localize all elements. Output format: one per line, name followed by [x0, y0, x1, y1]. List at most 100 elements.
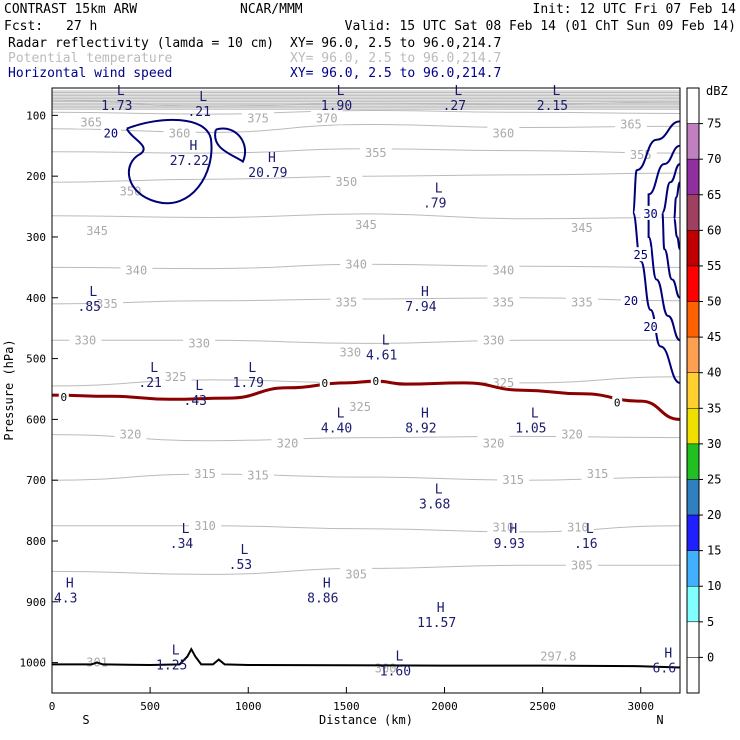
colorbar-level-label: 65: [707, 188, 721, 202]
colorbar-swatch: [686, 514, 700, 551]
theta-contour-330: [51, 339, 680, 344]
extremum-value: 9.93: [494, 537, 525, 552]
extremum-value: .16: [574, 537, 597, 552]
extremum-value: .53: [229, 558, 252, 573]
theta-label: 310: [194, 519, 216, 533]
theta-label: 365: [80, 116, 102, 130]
extremum-low-letter: L: [117, 84, 125, 99]
extremum-value: 2.15: [537, 99, 568, 114]
theta-label: 365: [620, 117, 642, 131]
colorbar-level-label: 35: [707, 401, 721, 415]
colorbar-swatch: [686, 621, 700, 658]
colorbar-level-label: 75: [707, 117, 721, 131]
extremum-low-letter: L: [182, 522, 190, 537]
colorbar-swatch: [686, 194, 700, 231]
extremum-low-letter: L: [89, 285, 97, 300]
theta-label-background: [487, 125, 520, 140]
theta-label-background: [183, 335, 216, 350]
theta-label: 330: [75, 333, 97, 347]
x-tick-label: 2000: [431, 700, 458, 713]
colorbar-level-label: 60: [707, 223, 721, 237]
zero-label-background: [612, 396, 623, 409]
theta-label: 330: [339, 345, 361, 359]
wind-contour-jet-secondary: [214, 127, 246, 164]
theta-contour-345: [51, 213, 681, 220]
theta-label: 350: [336, 175, 358, 189]
extremum-value: 11.57: [417, 616, 456, 631]
theta-label-background: [614, 116, 647, 131]
extremum-value: 1.25: [156, 659, 187, 674]
theta-label: 350: [120, 184, 142, 198]
extremum-value: 4.3: [54, 592, 77, 607]
colorbar-swatch: [686, 372, 700, 409]
theta-label-background: [565, 294, 598, 309]
wind-contour-right-0: [631, 120, 681, 384]
theta-label: 320: [483, 437, 505, 451]
extremum-low-letter: L: [553, 84, 561, 99]
colorbar-swatch: [686, 123, 700, 160]
y-tick-label: 600: [26, 413, 46, 426]
colorbar-swatch: [686, 443, 700, 480]
colorbar-level-label: 50: [707, 295, 721, 309]
extremum-low-letter: L: [240, 543, 248, 558]
extremum-low-letter: L: [337, 406, 345, 421]
zero-reflectivity-contour: 0 0 0 0: [51, 375, 681, 421]
theta-label-background: [330, 294, 363, 309]
wind-label-background: [620, 292, 641, 307]
colorbar-swatch: [686, 230, 700, 267]
y-axis-title: Pressure (hPa): [2, 339, 16, 440]
zero-label-background: [58, 390, 69, 403]
theta-label-background: [477, 435, 510, 450]
theta-label: 335: [493, 296, 515, 310]
zero-label-background: [319, 376, 330, 389]
theta-contour-360: [51, 123, 681, 133]
field-xy-theta: XY= 96.0, 2.5 to 96.0,214.7: [290, 51, 501, 66]
extremum-low-letter: L: [337, 84, 345, 99]
extremum-value: .85: [78, 300, 101, 315]
theta-label-background: [350, 216, 382, 231]
field-name-reflectivity: Radar reflectivity (lamda = 10 cm): [8, 36, 274, 51]
theta-label-background: [359, 145, 392, 160]
y-tick-label: 300: [26, 231, 46, 244]
theta-label-background: [581, 466, 614, 481]
theta-label-background: [330, 174, 363, 189]
colorbar-level-label: 55: [707, 259, 721, 273]
zero-contour-label: 0: [321, 377, 328, 390]
theta-label-background: [189, 466, 222, 481]
y-tick-label: 200: [26, 170, 46, 183]
colorbar-swatch: [686, 550, 700, 587]
theta-label: 355: [365, 146, 387, 160]
terrain-line: [52, 647, 681, 669]
colorbar-frame: [686, 87, 700, 694]
theta-label-background: [163, 125, 196, 140]
theta-label: 340: [126, 263, 148, 277]
theta-label-background: [556, 426, 589, 441]
extremum-value: 1.79: [233, 376, 264, 391]
theta-label-background: [497, 472, 530, 487]
theta-label-background: [487, 294, 520, 309]
wind-contour-label: 25: [634, 248, 648, 262]
forecast-label: Fcst:: [4, 19, 43, 34]
extremum-value: 8.86: [307, 592, 338, 607]
wind-contour-right-1: [647, 144, 681, 342]
y-tick-label: 500: [26, 353, 46, 366]
theta-label: 315: [502, 473, 524, 487]
colorbar-unit: dBZ: [706, 84, 728, 98]
theta-label: 325: [349, 400, 371, 414]
extremum-value: 8.92: [405, 421, 436, 436]
theta-label-background: [334, 344, 367, 359]
extremum-high-letter: H: [323, 577, 331, 592]
extremum-high-letter: H: [66, 577, 74, 592]
theta-label: 360: [169, 127, 191, 141]
theta-label: 320: [561, 428, 583, 442]
wind-label-background: [100, 125, 121, 140]
y-tick-label: 800: [26, 535, 46, 548]
theta-label: 310: [567, 521, 589, 535]
extremum-value: 7.94: [405, 300, 436, 315]
theta-label-background: [69, 332, 102, 347]
wind-contour-label: 20: [643, 320, 657, 334]
extremum-value: 1.05: [515, 421, 546, 436]
theta-label-background: [344, 399, 377, 414]
theta-label: 375: [247, 111, 269, 125]
